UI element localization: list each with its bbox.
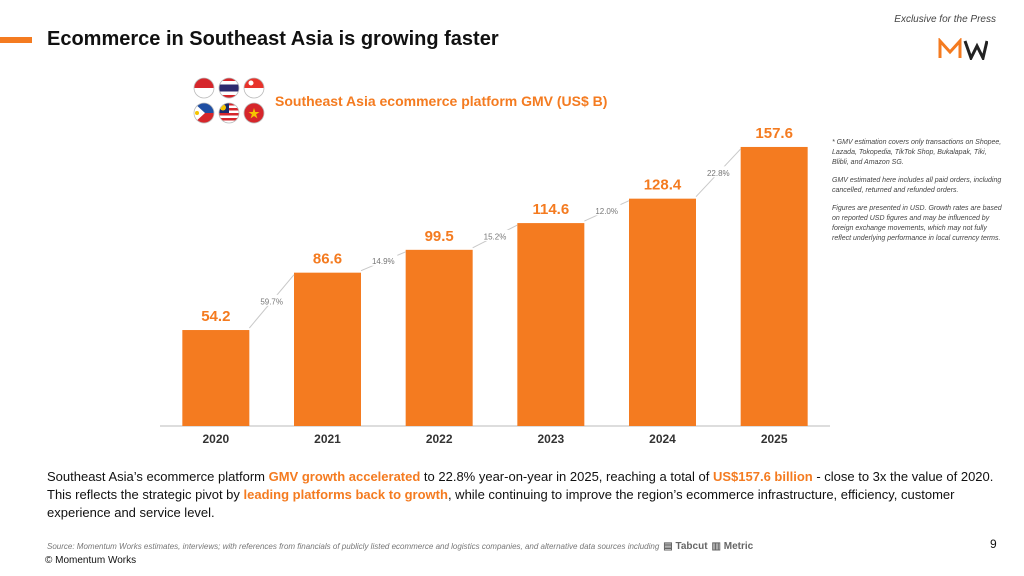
gmv-bar-chart: 54.2 2020 86.6 2021 99.5 2022 114.6 2023 128.4 20… (160, 125, 830, 446)
x-tick-2020: 2020 (202, 432, 229, 446)
source-text: Source: Momentum Works estimates, interv… (47, 542, 660, 551)
philippines-flag-icon (193, 102, 215, 124)
growth-label-bg-2021 (257, 294, 286, 306)
summary-paragraph: Southeast Asia’s ecommerce platform GMV … (47, 468, 997, 522)
bar-2025 (740, 146, 808, 426)
x-tick-2022: 2022 (426, 432, 453, 446)
exclusive-label: Exclusive for the Press (894, 14, 996, 25)
singapore-flag-icon (243, 77, 265, 99)
x-tick-2025: 2025 (761, 432, 788, 446)
tabcut-logo: ▤ Tabcut (663, 541, 708, 552)
page-number: 9 (990, 537, 997, 551)
copyright: © Momentum Works (45, 555, 137, 566)
growth-label-2024: 12.0% (595, 207, 618, 216)
note-gmv-definition: GMV estimated here includes all paid ord… (832, 177, 1002, 194)
value-label-2020: 54.2 (201, 308, 230, 325)
title-accent-bar (0, 37, 32, 43)
value-label-2021: 86.6 (313, 251, 342, 268)
growth-label-bg-2025 (704, 166, 733, 178)
chart-notes: * GMV estimation covers only transaction… (832, 138, 1002, 252)
vietnam-flag-icon (243, 102, 265, 124)
metric-label: Metric (723, 541, 754, 552)
bar-2024 (629, 198, 696, 426)
indonesia-flag-icon (193, 77, 215, 99)
value-label-2022: 99.5 (425, 228, 454, 245)
summary-text: - close to 3x the value of 2020. This re… (47, 469, 994, 502)
summary-text: Southeast Asia’s ecommerce platform (47, 469, 269, 484)
momentum-works-logo (938, 38, 988, 60)
highlight-total-gmv: US$157.6 billion (713, 469, 813, 484)
bar-2023 (517, 223, 585, 426)
chart-title: Southeast Asia ecommerce platform GMV (U… (275, 93, 608, 109)
x-tick-2023: 2023 (537, 432, 564, 446)
x-tick-2024: 2024 (649, 432, 676, 446)
bar-2021 (294, 272, 361, 426)
x-tick-2021: 2021 (314, 432, 341, 446)
bar-2022 (405, 249, 473, 426)
growth-label-2021: 59.7% (260, 297, 283, 306)
bar-2020 (182, 330, 250, 426)
note-coverage: * GMV estimation covers only transaction… (832, 139, 1002, 166)
growth-label-bg-2023 (481, 229, 509, 241)
malaysia-flag-icon (218, 102, 240, 124)
page-title: Ecommerce in Southeast Asia is growing f… (47, 28, 499, 50)
metric-logo: ▥ Metric (711, 541, 754, 552)
tabcut-label: Tabcut (675, 541, 708, 552)
growth-label-bg-2024 (592, 204, 621, 216)
growth-label-2025: 22.8% (707, 169, 730, 178)
value-label-2024: 128.4 (644, 177, 682, 194)
growth-label-2022: 14.9% (372, 257, 395, 266)
note-currency: Figures are presented in USD. Growth rat… (832, 205, 1002, 242)
summary-text: to 22.8% year-on-year in 2025, reaching … (420, 469, 713, 484)
thailand-flag-icon (218, 77, 240, 99)
value-label-2023: 114.6 (532, 201, 569, 218)
source-note: Source: Momentum Works estimates, interv… (47, 541, 753, 552)
country-flags (193, 77, 265, 124)
value-label-2025: 157.6 (755, 125, 793, 142)
growth-label-2023: 15.2% (484, 232, 507, 241)
summary-text: , while continuing to improve the region… (47, 487, 955, 520)
growth-label-bg-2022 (369, 254, 398, 266)
highlight-gmv-growth: GMV growth accelerated (268, 469, 421, 484)
highlight-platforms: leading platforms back to growth (243, 487, 448, 502)
